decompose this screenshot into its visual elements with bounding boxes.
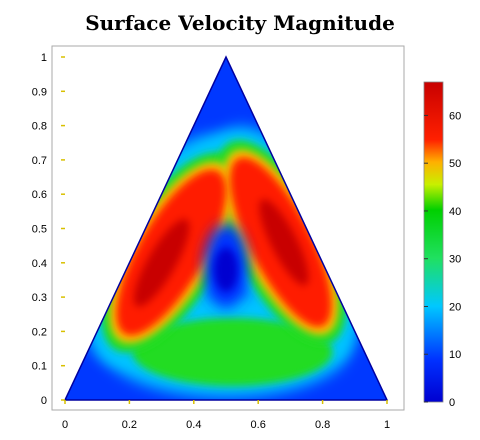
colorbar-tick-label: 50 [449,158,461,170]
chart-title: Surface Velocity Magnitude [85,11,395,35]
y-tick-label: 0 [41,395,47,407]
x-axis: 0 0.2 0.4 0.6 0.8 1 [62,400,390,431]
colorbar-tick-label: 10 [449,349,461,361]
y-tick-label: 1 [41,52,47,64]
y-tick-label: 0.9 [32,86,47,98]
colorbar-axis: 0 10 20 30 40 50 60 [424,110,461,409]
domain-outline [63,55,389,401]
y-tick-label: 0.1 [32,361,47,373]
y-tick-label: 0.2 [32,326,47,338]
x-tick-label: 0.8 [315,419,330,431]
colorbar-tick-label: 20 [449,301,461,313]
velocity-field [65,57,387,400]
y-tick-label: 0.7 [32,155,47,167]
y-tick-label: 0.8 [32,121,47,133]
x-tick-label: 0.6 [251,419,266,431]
y-axis: 0 0.1 0.2 0.3 0.4 0.5 0.6 0.7 0.8 0.9 1 [32,52,65,407]
colorbar-tick-label: 40 [449,206,461,218]
colorbar [423,81,444,403]
x-tick-label: 0.4 [186,419,201,431]
colorbar-tick-label: 30 [449,254,461,266]
y-tick-label: 0.6 [32,189,47,201]
colorbar-tick-label: 0 [449,397,455,409]
field-right-core [259,199,309,286]
field-bottom-green [132,317,333,386]
x-tick-label: 1 [384,419,390,431]
x-tick-label: 0 [62,419,68,431]
y-tick-label: 0.5 [32,224,47,236]
field-left-core [133,218,190,307]
field-center-core [214,247,238,292]
x-tick-label: 0.2 [122,419,137,431]
y-tick-label: 0.4 [32,258,47,270]
colorbar-tick-label: 60 [449,110,461,122]
y-tick-label: 0.3 [32,292,47,304]
